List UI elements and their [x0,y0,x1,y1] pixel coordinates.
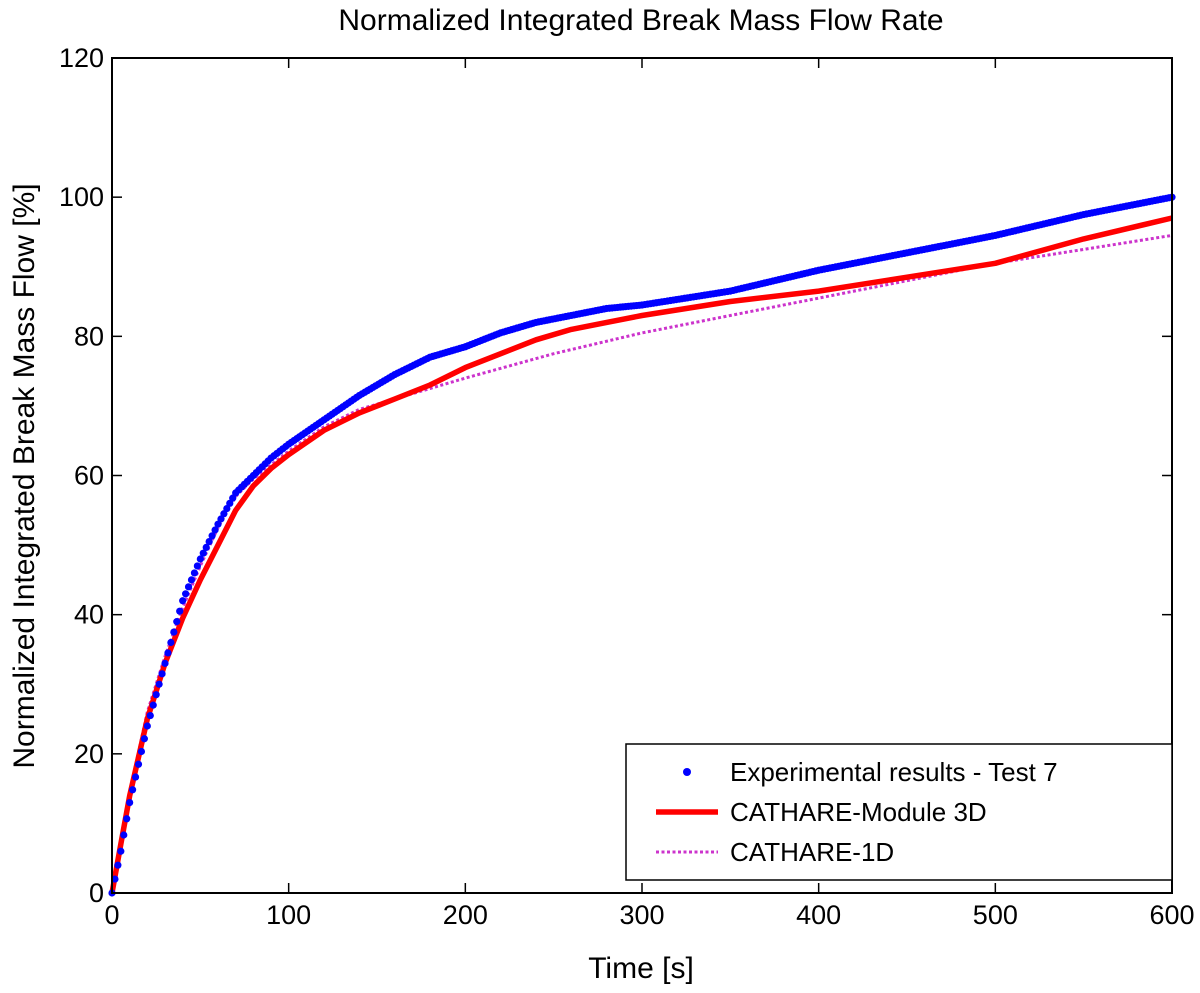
series-0-dot [205,538,213,546]
series-0-dot [187,576,196,584]
plot-frame [111,57,1173,894]
series-0-dot [143,722,151,730]
series-0-dot [214,520,222,528]
series-0-dot [137,747,146,756]
legend-label-0: Experimental results - Test 7 [730,757,1058,787]
y-tick-label: 100 [59,182,104,212]
ticks-layer: 0 100 200 300 400 500 600 0 20 40 60 80 100 120 [59,43,1195,930]
series-0-dot [152,691,160,699]
legend: Experimental results - Test 7 CATHARE-Mod… [625,743,1173,881]
series-0-dot [211,526,219,534]
legend-marker-0 [683,768,691,776]
series-0-dot [140,735,148,743]
y-tick-label: 120 [59,43,104,73]
series-0-dot [167,638,175,647]
series-0-dot [179,597,187,605]
series-0-dot [120,831,128,839]
series-0-dot [126,798,134,807]
y-tick-label: 60 [74,461,104,491]
y-tick-label: 0 [89,878,104,908]
series-0-dot [117,847,125,855]
series-0-dot [111,875,119,883]
series-0-dot [114,861,122,869]
series-0-dot [193,562,201,570]
series-0-dot [173,618,181,626]
chart-title: Normalized Integrated Break Mass Flow Ra… [338,4,943,37]
series-0-dot [129,786,137,794]
x-tick-label: 400 [796,900,841,930]
series-0-dot [155,680,163,688]
series-0-dot [182,590,190,598]
series-0-dot [196,555,204,563]
series-0-dot [176,607,184,615]
series-0-dot [170,628,178,636]
series-layer [108,193,1176,897]
legend-items: Experimental results - Test 7 CATHARE-Mod… [656,757,1058,867]
x-tick-label: 600 [1149,900,1194,930]
series-0-dot [164,649,172,657]
x-tick-label: 500 [973,900,1018,930]
series-0 [108,193,1176,897]
x-tick-label: 200 [443,900,488,930]
series-0-dot [217,515,225,523]
series-0-dot [146,711,154,720]
series-0-dot [229,494,237,502]
x-tick-label: 0 [104,900,119,930]
y-tick-label: 40 [74,600,104,630]
y-tick-label: 20 [74,739,104,769]
series-0-dot [199,549,207,557]
series-0-dot [202,543,210,552]
series-0-dot [158,670,166,678]
series-0-dot [134,760,143,768]
y-tick-label: 80 [74,321,104,351]
x-tick-label: 300 [619,900,664,930]
series-0-dot [208,532,216,540]
series-0-dot [220,510,228,518]
series-0-dot [123,815,131,823]
series-0-dot [226,499,234,507]
series-0-dot [161,659,169,667]
y-axis-label: Normalized Integrated Break Mass Flow [%… [8,183,41,768]
x-tick-label: 100 [266,900,311,930]
series-0-dot [131,773,140,781]
series-0-dot [223,504,231,513]
series-0-dot [149,701,157,709]
legend-label-1: CATHARE-Module 3D [730,797,987,827]
legend-label-2: CATHARE-1D [730,837,894,867]
series-0-dot [190,569,199,577]
series-0-dot [184,583,193,591]
x-axis-label: Time [s] [588,952,694,985]
